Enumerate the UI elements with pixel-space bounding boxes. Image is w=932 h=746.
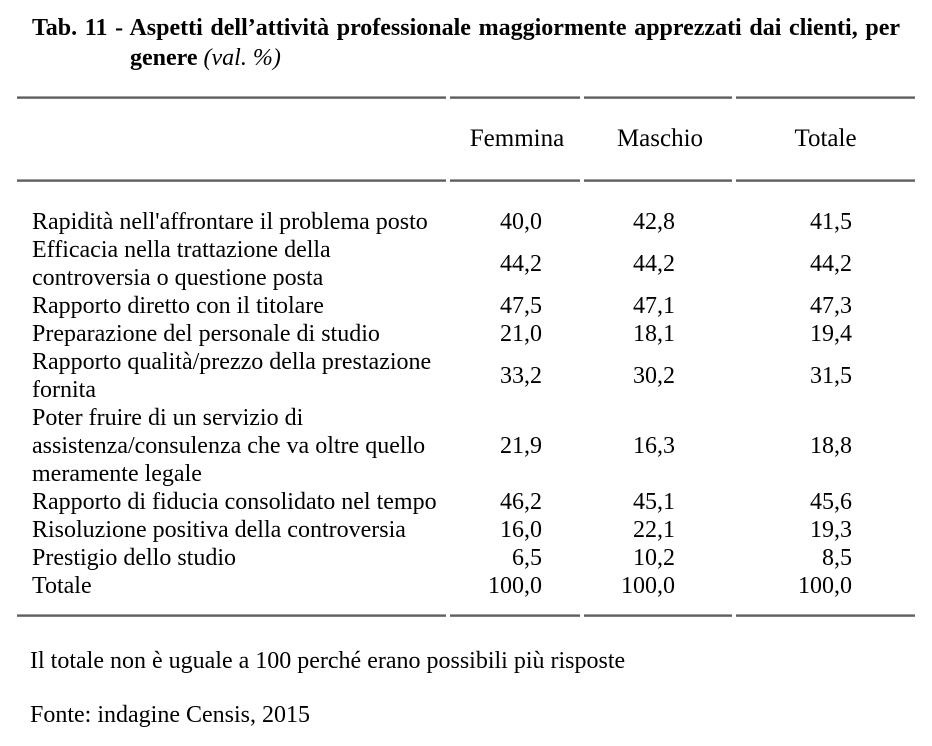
label-line: Poter fruire di un servizio di (32, 405, 304, 431)
value-cell-maschio: 16,3 (633, 433, 675, 459)
value-cell-maschio: 18,1 (633, 321, 675, 347)
value-cell-femmina: 44,2 (500, 251, 542, 277)
value-cell-maschio: 100,0 (621, 573, 675, 599)
label-line: Prestigio dello studio (32, 545, 236, 571)
table-row: Prestigio dello studio 6,5 10,2 8,5 (17, 544, 932, 572)
table-row: Efficacia nella trattazione della controv… (17, 236, 932, 292)
value-cell-femmina: 16,0 (500, 517, 542, 543)
value-cell-femmina: 47,5 (500, 293, 542, 319)
value-cell-maschio: 30,2 (633, 363, 675, 389)
value-cell-maschio: 42,8 (633, 209, 675, 235)
table-row: Rapporto di fiducia consolidato nel temp… (17, 488, 932, 516)
caption-genere: genere (130, 45, 198, 71)
horizontal-rule-bottom (17, 614, 932, 617)
label-line: Risoluzione positiva della controversia (32, 517, 406, 543)
label-line: controversia o questione posta (32, 265, 324, 291)
table-row: Rapidità nell'affrontare il problema pos… (17, 208, 932, 236)
row-label: Rapporto di fiducia consolidato nel temp… (17, 488, 450, 516)
caption-line-2: genere (val. %) (32, 43, 900, 73)
caption-val-pct: (val. %) (203, 45, 281, 71)
horizontal-rule-top (17, 96, 932, 99)
value-cell-maschio: 44,2 (633, 251, 675, 277)
footnote-text: Il totale non è uguale a 100 perché eran… (30, 648, 626, 674)
value-cell-maschio: 22,1 (633, 517, 675, 543)
row-label: Rapporto diretto con il titolare (17, 292, 450, 320)
row-label: Efficacia nella trattazione della controv… (17, 236, 450, 292)
table-header-row: Femmina Maschio Totale (17, 99, 932, 179)
table-row: Rapporto qualità/prezzo della prestazion… (17, 348, 932, 404)
label-line: Rapporto di fiducia consolidato nel temp… (32, 489, 437, 515)
value-cell-totale: 41,5 (810, 209, 852, 235)
table-row: Preparazione del personale di studio 21,0… (17, 320, 932, 348)
value-cell-totale: 47,3 (810, 293, 852, 319)
table-row: Rapporto diretto con il titolare 47,5 47,1… (17, 292, 932, 320)
value-cell-totale: 19,4 (810, 321, 852, 347)
value-cell-maschio: 47,1 (633, 293, 675, 319)
table-row: Poter fruire di un servizio di assistenza… (17, 404, 932, 488)
value-cell-femmina: 21,9 (500, 433, 542, 459)
value-cell-femmina: 100,0 (488, 573, 542, 599)
value-cell-totale: 45,6 (810, 489, 852, 515)
value-cell-totale: 8,5 (822, 545, 852, 571)
value-cell-totale: 100,0 (798, 573, 852, 599)
value-cell-femmina: 6,5 (512, 545, 542, 571)
column-header-femmina: Femmina (469, 125, 565, 152)
caption-line-1: Tab. 11 - Aspetti dell’attività professi… (32, 15, 900, 41)
horizontal-rule-middle (17, 179, 932, 182)
value-cell-femmina: 46,2 (500, 489, 542, 515)
label-line: Rapporto diretto con il titolare (32, 293, 324, 319)
source-text: Fonte: indagine Censis, 2015 (30, 702, 310, 728)
table-row: Risoluzione positiva della controversia 1… (17, 516, 932, 544)
column-header-totale: Totale (794, 125, 857, 152)
label-line: fornita (32, 377, 96, 403)
table-caption: Tab. 11 - Aspetti dell’attività professi… (32, 0, 900, 73)
label-line: Preparazione del personale di studio (32, 321, 380, 347)
row-label: Preparazione del personale di studio (17, 320, 450, 348)
table-body: Rapidità nell'affrontare il problema pos… (17, 182, 932, 614)
row-label: Rapidità nell'affrontare il problema pos… (17, 208, 450, 236)
label-line: Rapidità nell'affrontare il problema pos… (32, 209, 428, 235)
label-line: Rapporto qualità/prezzo della prestazion… (32, 349, 432, 375)
row-label: Totale (17, 572, 450, 600)
value-cell-maschio: 45,1 (633, 489, 675, 515)
value-cell-totale: 44,2 (810, 251, 852, 277)
value-cell-femmina: 40,0 (500, 209, 542, 235)
row-label: Risoluzione positiva della controversia (17, 516, 450, 544)
value-cell-maschio: 10,2 (633, 545, 675, 571)
label-line: Totale (32, 573, 92, 599)
table-row: Totale 100,0 100,0 100,0 (17, 572, 932, 600)
value-cell-femmina: 21,0 (500, 321, 542, 347)
label-line: Efficacia nella trattazione della (32, 237, 331, 263)
row-label: Poter fruire di un servizio di assistenza… (17, 404, 450, 488)
label-line: assistenza/consulenza che va oltre quell… (32, 433, 426, 459)
value-cell-totale: 19,3 (810, 517, 852, 543)
column-header-maschio: Maschio (616, 125, 704, 152)
label-line: meramente legale (32, 461, 202, 487)
value-cell-femmina: 33,2 (500, 363, 542, 389)
row-label: Rapporto qualità/prezzo della prestazion… (17, 348, 450, 404)
value-cell-totale: 18,8 (810, 433, 852, 459)
value-cell-totale: 31,5 (810, 363, 852, 389)
row-label: Prestigio dello studio (17, 544, 450, 572)
